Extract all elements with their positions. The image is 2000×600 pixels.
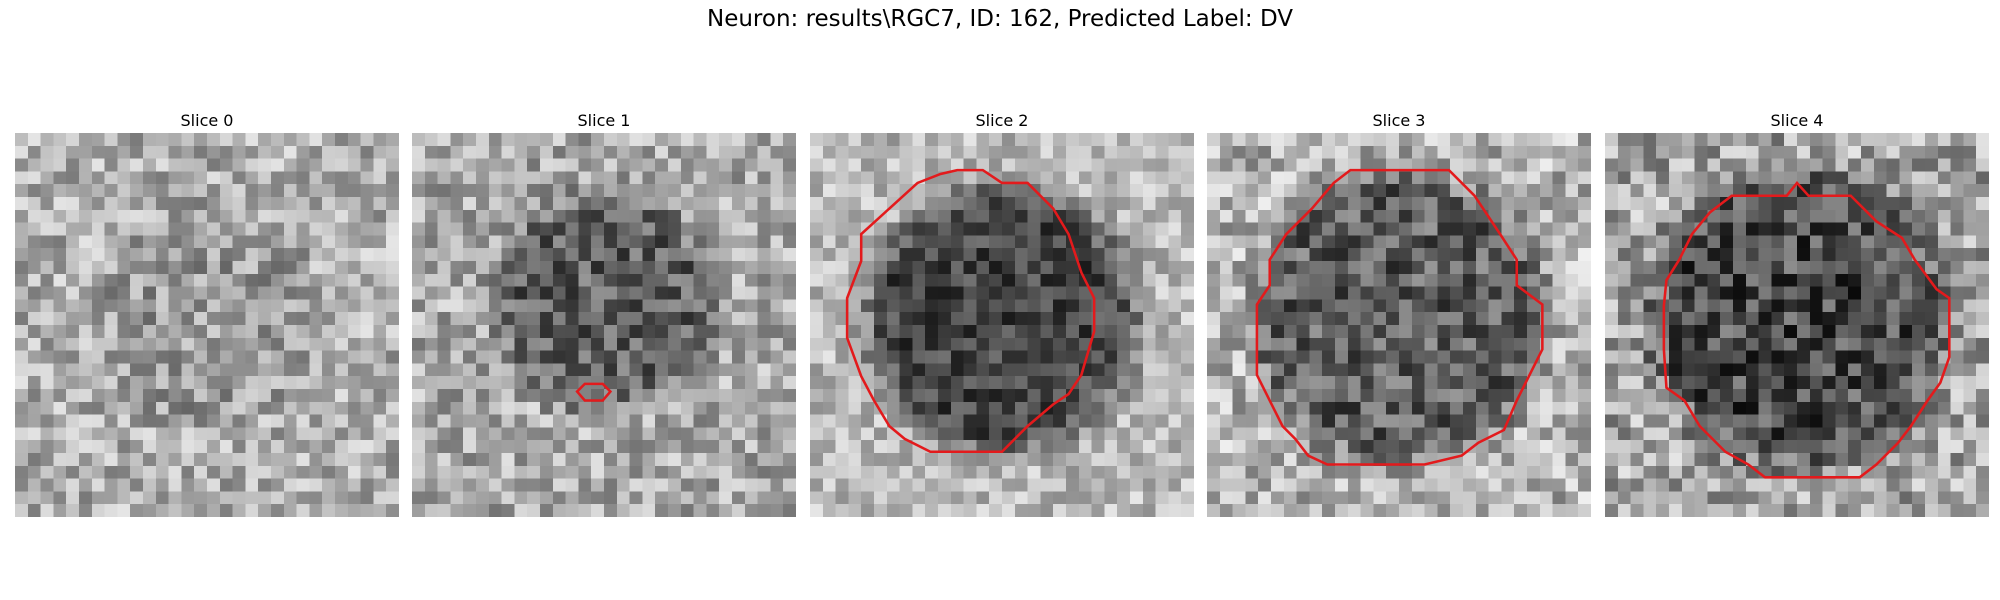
slice-title-4: Slice 4 <box>1770 111 1824 130</box>
slice-image-4 <box>1605 133 1989 517</box>
slice-panel-0: Slice 0 <box>15 108 399 517</box>
slice-pixels-3 <box>1207 133 1591 517</box>
slice-panel-1: Slice 1 <box>412 108 796 517</box>
segmentation-contour <box>1662 180 1951 479</box>
segmentation-contour <box>575 382 613 402</box>
slice-title-2: Slice 2 <box>975 111 1029 130</box>
segmentation-contour <box>1255 168 1544 466</box>
slice-title-1: Slice 1 <box>577 111 631 130</box>
slice-title-3: Slice 3 <box>1372 111 1426 130</box>
slice-pixels-4 <box>1605 133 1989 517</box>
slice-panel-3: Slice 3 <box>1207 108 1591 517</box>
slice-panel-4: Slice 4 <box>1605 108 1989 517</box>
slice-title-0: Slice 0 <box>180 111 234 130</box>
slice-pixels-2 <box>810 133 1194 517</box>
slice-image-2 <box>810 133 1194 517</box>
slice-panel-2: Slice 2 <box>810 108 1194 517</box>
slice-image-1 <box>412 133 796 517</box>
segmentation-contour <box>845 168 1096 453</box>
figure-title: Neuron: results\RGC7, ID: 162, Predicted… <box>706 6 1294 32</box>
slice-pixels-0 <box>15 133 399 517</box>
slice-pixels-1 <box>412 133 796 517</box>
slice-image-0 <box>15 133 399 517</box>
slice-image-3 <box>1207 133 1591 517</box>
